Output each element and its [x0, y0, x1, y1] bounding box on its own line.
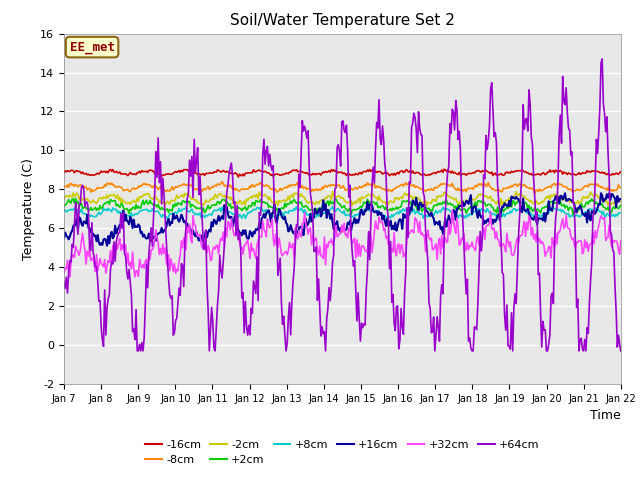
-8cm	[531, 191, 539, 196]
+16cm	[373, 208, 381, 214]
-8cm	[470, 184, 478, 190]
+2cm	[567, 205, 575, 211]
-8cm	[234, 188, 242, 193]
-2cm	[373, 195, 381, 201]
Line: -2cm: -2cm	[64, 192, 621, 206]
Line: -8cm: -8cm	[64, 181, 621, 193]
+32cm	[296, 232, 304, 238]
Line: +16cm: +16cm	[64, 193, 621, 246]
+64cm	[133, 348, 141, 354]
+16cm	[470, 204, 478, 210]
+8cm	[568, 213, 576, 218]
+64cm	[296, 184, 304, 190]
-16cm	[440, 166, 448, 172]
+32cm	[568, 237, 576, 242]
+64cm	[567, 152, 575, 158]
-2cm	[234, 199, 241, 205]
Line: +32cm: +32cm	[64, 210, 621, 277]
+32cm	[234, 236, 242, 242]
-16cm	[60, 170, 68, 176]
+32cm	[617, 238, 625, 243]
Legend: -16cm, -8cm, -2cm, +2cm, +8cm, +16cm, +32cm, +64cm: -16cm, -8cm, -2cm, +2cm, +8cm, +16cm, +3…	[141, 435, 544, 469]
+2cm	[296, 200, 304, 206]
+2cm	[617, 203, 625, 208]
+16cm	[561, 191, 569, 196]
-16cm	[296, 168, 304, 174]
-16cm	[373, 169, 381, 175]
+16cm	[296, 224, 304, 230]
+2cm	[60, 204, 68, 209]
+64cm	[617, 348, 625, 354]
+16cm	[617, 196, 625, 202]
-2cm	[329, 189, 337, 194]
-16cm	[234, 174, 242, 180]
Title: Soil/Water Temperature Set 2: Soil/Water Temperature Set 2	[230, 13, 455, 28]
Line: +64cm: +64cm	[64, 59, 621, 351]
-16cm	[399, 169, 407, 175]
+16cm	[234, 227, 242, 233]
X-axis label: Time: Time	[590, 409, 621, 422]
+64cm	[399, 331, 407, 337]
-8cm	[60, 184, 68, 190]
-8cm	[617, 185, 625, 191]
+64cm	[373, 120, 381, 125]
+8cm	[617, 210, 625, 216]
+2cm	[234, 204, 242, 210]
-16cm	[617, 169, 625, 175]
+16cm	[399, 211, 407, 217]
+32cm	[399, 254, 407, 260]
+32cm	[472, 248, 479, 253]
-2cm	[399, 193, 407, 199]
-8cm	[218, 179, 226, 184]
+16cm	[60, 235, 68, 241]
+8cm	[329, 204, 337, 209]
+64cm	[598, 56, 606, 62]
-2cm	[568, 200, 576, 205]
+2cm	[399, 198, 407, 204]
-2cm	[472, 196, 479, 202]
+8cm	[60, 208, 68, 214]
+2cm	[373, 200, 381, 205]
-2cm	[295, 192, 303, 198]
+64cm	[470, 324, 478, 330]
Line: -16cm: -16cm	[64, 169, 621, 177]
+2cm	[470, 201, 478, 206]
+32cm	[60, 271, 68, 276]
Y-axis label: Temperature (C): Temperature (C)	[22, 158, 35, 260]
+32cm	[66, 274, 74, 280]
+16cm	[568, 198, 576, 204]
-2cm	[617, 197, 625, 203]
+8cm	[472, 208, 479, 214]
-8cm	[373, 183, 381, 189]
-8cm	[568, 188, 576, 194]
Line: +2cm: +2cm	[64, 198, 621, 215]
Line: +8cm: +8cm	[64, 206, 621, 219]
+8cm	[374, 207, 381, 213]
-16cm	[472, 169, 479, 175]
+8cm	[164, 216, 172, 222]
-16cm	[234, 172, 241, 178]
-2cm	[60, 196, 68, 202]
-2cm	[423, 203, 431, 209]
+8cm	[234, 215, 242, 220]
+16cm	[103, 243, 111, 249]
Text: EE_met: EE_met	[70, 41, 115, 54]
-8cm	[296, 182, 304, 188]
+8cm	[401, 208, 408, 214]
+64cm	[234, 237, 242, 242]
+2cm	[72, 195, 79, 201]
+32cm	[449, 207, 456, 213]
-16cm	[568, 172, 576, 178]
+2cm	[570, 212, 577, 218]
+8cm	[296, 207, 304, 213]
+32cm	[373, 225, 381, 230]
-8cm	[399, 183, 407, 189]
+64cm	[60, 279, 68, 285]
